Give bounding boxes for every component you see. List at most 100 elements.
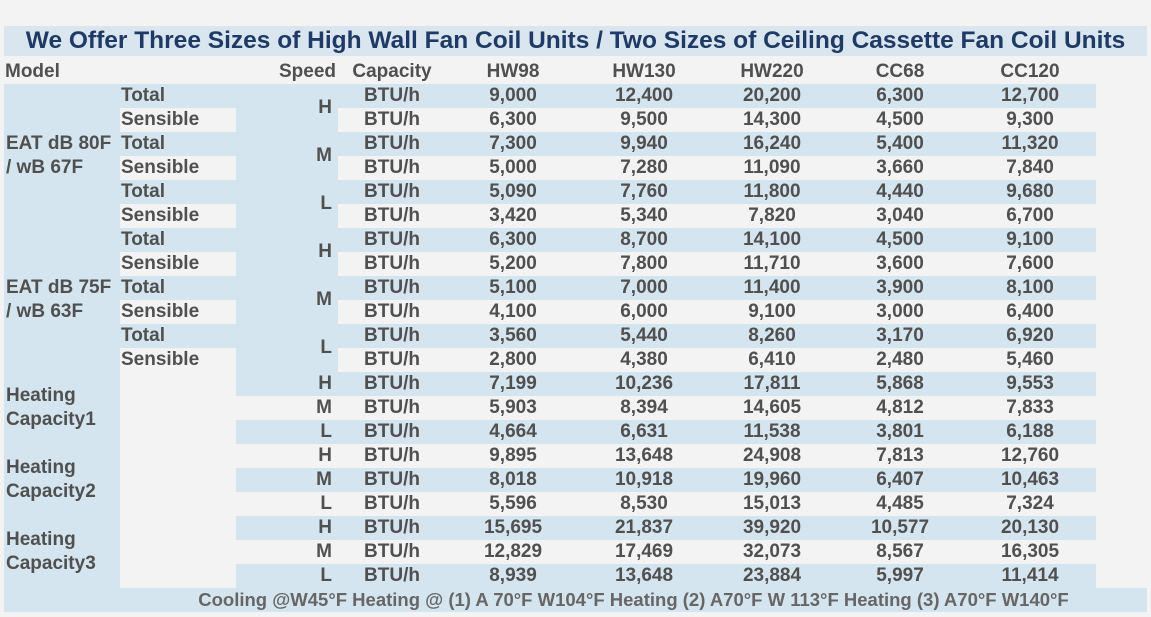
- value-cell: 12,829: [446, 540, 580, 564]
- value-cell: 3,660: [836, 156, 964, 180]
- capacity-type: Total: [120, 276, 236, 300]
- value-cell: 5,997: [836, 564, 964, 588]
- row-group-label: [4, 84, 120, 132]
- value-cell: 32,073: [708, 540, 836, 564]
- unit-cell: BTU/h: [338, 444, 446, 468]
- spec-table: Model Speed Capacity HW98 HW130 HW220 CC…: [4, 60, 1096, 588]
- speed-cell: M: [236, 396, 338, 420]
- table-row: Sensible BTU/h 5,200 7,800 11,710 3,600 7,600: [4, 252, 1096, 276]
- unit-cell: BTU/h: [338, 516, 446, 540]
- value-cell: 7,813: [836, 444, 964, 468]
- value-cell: 10,463: [964, 468, 1096, 492]
- value-cell: 8,939: [446, 564, 580, 588]
- header-capacity: Capacity: [338, 60, 446, 84]
- unit-cell: BTU/h: [338, 276, 446, 300]
- value-cell: 12,700: [964, 84, 1096, 108]
- table-row: Sensible BTU/h 5,000 7,280 11,090 3,660 7,840: [4, 156, 1096, 180]
- unit-cell: BTU/h: [338, 324, 446, 348]
- speed-cell: H: [236, 228, 338, 276]
- page-title: We Offer Three Sizes of High Wall Fan Co…: [4, 26, 1147, 56]
- capacity-type: Sensible: [120, 204, 236, 228]
- value-cell: 3,000: [836, 300, 964, 324]
- value-cell: 6,300: [446, 108, 580, 132]
- header-model-cc68: CC68: [836, 60, 964, 84]
- table-row: M BTU/h 12,829 17,469 32,073 8,567 16,305: [4, 540, 1096, 564]
- row-group-label: Heating Capacity1: [4, 372, 120, 444]
- value-cell: 3,801: [836, 420, 964, 444]
- value-cell: 21,837: [580, 516, 708, 540]
- value-cell: 4,100: [446, 300, 580, 324]
- value-cell: 6,920: [964, 324, 1096, 348]
- value-cell: 5,400: [836, 132, 964, 156]
- value-cell: 9,940: [580, 132, 708, 156]
- value-cell: 23,884: [708, 564, 836, 588]
- table-row: M BTU/h 8,018 10,918 19,960 6,407 10,463: [4, 468, 1096, 492]
- value-cell: 7,199: [446, 372, 580, 396]
- row-group-label: Heating Capacity3: [4, 516, 120, 588]
- value-cell: 5,340: [580, 204, 708, 228]
- unit-cell: BTU/h: [338, 228, 446, 252]
- table-row: Total H BTU/h 9,000 12,400 20,200 6,300 12,700: [4, 84, 1096, 132]
- table-row: L BTU/h 5,596 8,530 15,013 4,485 7,324: [4, 492, 1096, 516]
- unit-cell: BTU/h: [338, 564, 446, 588]
- capacity-type: Total: [120, 132, 236, 156]
- value-cell: 11,538: [708, 420, 836, 444]
- unit-cell: BTU/h: [338, 420, 446, 444]
- value-cell: 5,200: [446, 252, 580, 276]
- value-cell: 9,300: [964, 108, 1096, 132]
- speed-cell: L: [236, 564, 338, 588]
- value-cell: 9,100: [964, 228, 1096, 252]
- value-cell: 5,460: [964, 348, 1096, 372]
- value-cell: 10,236: [580, 372, 708, 396]
- value-cell: 11,400: [708, 276, 836, 300]
- value-cell: 6,300: [446, 228, 580, 252]
- speed-cell: M: [236, 468, 338, 492]
- value-cell: 9,895: [446, 444, 580, 468]
- header-model-hw98: HW98: [446, 60, 580, 84]
- value-cell: 7,800: [580, 252, 708, 276]
- value-cell: 6,000: [580, 300, 708, 324]
- value-cell: 9,500: [580, 108, 708, 132]
- value-cell: 4,500: [836, 228, 964, 252]
- value-cell: 13,648: [580, 564, 708, 588]
- value-cell: 11,320: [964, 132, 1096, 156]
- value-cell: 3,040: [836, 204, 964, 228]
- unit-cell: BTU/h: [338, 468, 446, 492]
- capacity-type: [120, 564, 236, 588]
- value-cell: 5,440: [580, 324, 708, 348]
- header-row: Model Speed Capacity HW98 HW130 HW220 CC…: [4, 60, 1096, 84]
- value-cell: 6,410: [708, 348, 836, 372]
- capacity-type: Total: [120, 180, 236, 204]
- table-row: EAT dB 75F / wB 63F Total H BTU/h 6,300 8,700…: [4, 228, 1096, 372]
- value-cell: 20,130: [964, 516, 1096, 540]
- value-cell: 5,090: [446, 180, 580, 204]
- value-cell: 20,200: [708, 84, 836, 108]
- value-cell: 16,305: [964, 540, 1096, 564]
- value-cell: 8,018: [446, 468, 580, 492]
- header-model: Model: [4, 60, 120, 84]
- table-row: L BTU/h 8,939 13,648 23,884 5,997 11,414: [4, 564, 1096, 588]
- value-cell: 7,833: [964, 396, 1096, 420]
- row-group-label: Heating Capacity2: [4, 444, 120, 516]
- value-cell: 6,700: [964, 204, 1096, 228]
- value-cell: 5,000: [446, 156, 580, 180]
- table-row: Total M BTU/h 5,100 7,000 11,400 3,900 8,100: [4, 276, 1096, 324]
- table-row: Total L BTU/h 5,090 7,760 11,800 4,440 9,680: [4, 180, 1096, 228]
- value-cell: 6,407: [836, 468, 964, 492]
- value-cell: 13,648: [580, 444, 708, 468]
- capacity-type: [120, 540, 236, 564]
- value-cell: 9,680: [964, 180, 1096, 204]
- value-cell: 7,000: [580, 276, 708, 300]
- unit-cell: BTU/h: [338, 492, 446, 516]
- value-cell: 10,918: [580, 468, 708, 492]
- table-row: M BTU/h 5,903 8,394 14,605 4,812 7,833: [4, 396, 1096, 420]
- header-model-cc120: CC120: [964, 60, 1096, 84]
- value-cell: 11,090: [708, 156, 836, 180]
- table-row: Heating Capacity1 H BTU/h 7,199 10,236 17,811…: [4, 372, 1096, 444]
- table-row: Total L BTU/h 3,560 5,440 8,260 3,170 6,920: [4, 324, 1096, 372]
- speed-cell: M: [236, 132, 338, 180]
- value-cell: 6,631: [580, 420, 708, 444]
- value-cell: 7,280: [580, 156, 708, 180]
- capacity-type: [120, 444, 236, 468]
- table-row: Heating Capacity3 H BTU/h 15,695 21,837 39,92…: [4, 516, 1096, 588]
